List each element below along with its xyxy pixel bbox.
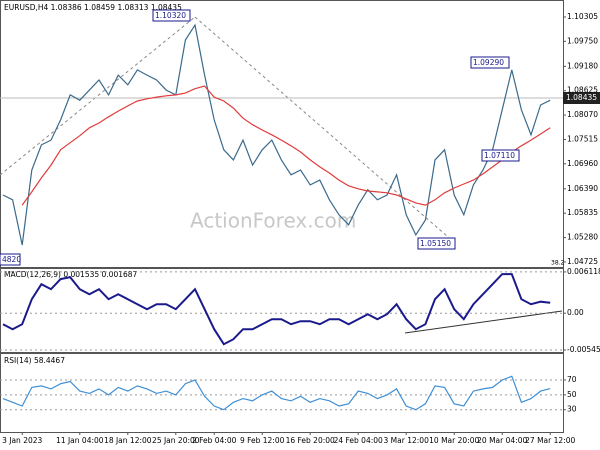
macd-header: MACD(12,26,9) 0.001535 0.001687 [4, 270, 138, 279]
annotation-box [0, 253, 21, 266]
macd-trend-line [404, 310, 563, 334]
x-tick-label: 10 Mar 20:00 [429, 436, 479, 445]
annotation-label: 4820 [2, 255, 21, 264]
y-tick-label: 1.10305 [567, 12, 598, 21]
price-label-box [563, 92, 600, 104]
x-tick-label: 2 Feb 04:00 [192, 436, 237, 445]
x-tick-label: 25 Jan 20:00 [152, 436, 200, 445]
series-line [2, 23, 551, 246]
annotation-label: 1.09290 [473, 58, 504, 67]
price-header: EURUSD,H4 1.08386 1.08459 1.08313 1.0843… [4, 3, 182, 12]
y-tick-label: 1.09750 [567, 36, 598, 45]
rsi-panel [0, 353, 564, 433]
series-line [2, 375, 551, 411]
rsi-header: RSI(14) 58.4467 [4, 356, 65, 365]
annotation-label: 1.05150 [420, 239, 451, 248]
y-tick-label: 70 [567, 375, 577, 384]
annotation-box [481, 149, 520, 162]
price-panel [0, 0, 564, 268]
y-tick-label: 1.07515 [567, 134, 598, 143]
macd-panel [0, 268, 564, 353]
fib-level-label: 38.2 [551, 260, 565, 267]
y-tick-label: 1.06960 [567, 159, 598, 168]
series-line [21, 85, 551, 206]
x-tick-label: 24 Feb 04:00 [334, 436, 383, 445]
watermark: ActionForex.com [190, 209, 356, 233]
x-tick-label: 20 Mar 04:00 [477, 436, 527, 445]
annotation-box [417, 237, 456, 250]
y-tick-label: 0.00 [567, 308, 584, 317]
y-tick-label: 1.08070 [567, 110, 598, 119]
annotation-box [152, 9, 191, 22]
y-tick-label: 1.05835 [567, 208, 598, 217]
y-tick-label: 1.04725 [567, 257, 598, 266]
series-line [2, 273, 551, 346]
price-label: 1.08435 [566, 93, 597, 102]
y-tick-label: -0.005458 [567, 345, 600, 354]
x-tick-label: 3 Jan 2023 [2, 436, 42, 445]
y-tick-label: 1.05280 [567, 233, 598, 242]
x-tick-label: 27 Mar 12:00 [525, 436, 575, 445]
y-tick-label: 0.006118 [567, 267, 600, 276]
y-tick-label: 1.06390 [567, 184, 598, 193]
annotation-box [470, 56, 510, 69]
y-tick-label: 1.09180 [567, 61, 598, 70]
y-tick-label: 50 [567, 390, 577, 399]
y-tick-label: 30 [567, 405, 577, 414]
annotation-label: 1.10320 [155, 11, 186, 20]
x-tick-label: 3 Mar 12:00 [384, 436, 430, 445]
x-tick-label: 18 Jan 12:00 [104, 436, 152, 445]
y-tick-label: 1.08625 [567, 86, 598, 95]
x-tick-label: 9 Feb 12:00 [240, 436, 285, 445]
x-tick-label: 16 Feb 20:00 [286, 436, 335, 445]
annotation-label: 1.07110 [484, 151, 515, 160]
x-tick-label: 11 Jan 04:00 [56, 436, 104, 445]
